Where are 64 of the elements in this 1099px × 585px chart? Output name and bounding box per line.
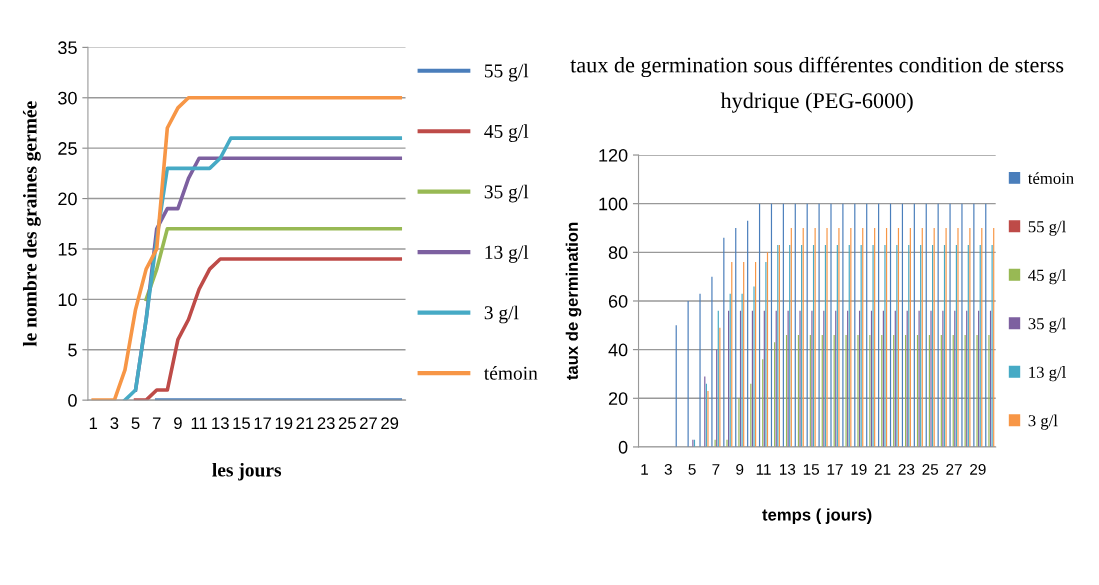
y-tick-label: 80 — [608, 246, 628, 260]
y-tick-label: 60 — [608, 294, 628, 308]
chart-title: taux de germination sous différentes condition de sterss hydrique (PEG-6000) — [570, 56, 1064, 113]
x-tick-label: 11 — [191, 417, 207, 429]
y-axis-title: taux de germination — [565, 222, 582, 380]
legend-label: 13 g/l — [1029, 366, 1066, 382]
legend-label: 35 g/l — [484, 184, 529, 203]
x-tick-label: 1 — [641, 464, 648, 475]
y-tick-label: 10 — [58, 293, 77, 307]
x-tick-label: 27 — [946, 464, 962, 475]
y-tick-label: 0 — [618, 440, 628, 454]
x-tick-label: 29 — [381, 417, 399, 430]
legend-label: 3 g/l — [1028, 414, 1058, 430]
x-tick-label: 15 — [803, 464, 820, 475]
x-tick-label: 25 — [338, 417, 356, 430]
x-axis-title: les jours — [212, 462, 282, 481]
y-tick-label: 40 — [608, 343, 628, 357]
x-tick-label: 7 — [712, 464, 720, 475]
line-series — [91, 95, 403, 401]
x-tick-label: 3 — [664, 464, 672, 475]
y-tick-label: 100 — [599, 197, 628, 211]
y-tick-label: 120 — [599, 148, 628, 162]
x-tick-label: 25 — [922, 464, 939, 475]
y-axis-title: le nombre des graines germée — [22, 101, 41, 347]
legend-label: témoin — [484, 366, 538, 380]
y-tick-label: 20 — [58, 192, 77, 206]
x-axis-title: temps ( jours) — [762, 508, 872, 524]
legend-label: 55 g/l — [1028, 220, 1066, 236]
legend-label: témoin — [1028, 172, 1074, 184]
x-tick-label: 21 — [874, 464, 891, 475]
x-tick-label: 27 — [360, 417, 377, 429]
legend-label: 3 g/l — [484, 305, 519, 324]
x-tick-label: 1 — [89, 417, 98, 429]
x-tick-label: 3 — [110, 417, 119, 430]
x-tick-label: 17 — [254, 417, 272, 429]
x-tick-label: 7 — [152, 417, 161, 429]
legend-label: 45 g/l — [484, 124, 529, 142]
legend-label: 45 g/l — [1028, 269, 1066, 285]
y-tick-label: 25 — [58, 142, 77, 155]
legend-label: 55 g/l — [484, 63, 529, 82]
legend-label: 13 g/l — [485, 245, 529, 263]
y-tick-label: 35 — [58, 41, 77, 55]
x-tick-label: 13 — [212, 417, 229, 430]
line-series — [133, 257, 403, 401]
x-tick-label: 9 — [174, 417, 182, 430]
x-tick-label: 9 — [736, 464, 744, 475]
x-tick-label: 23 — [317, 417, 335, 430]
x-tick-label: 5 — [131, 417, 140, 430]
legend-label: 35 g/l — [1028, 317, 1066, 333]
y-tick-label: 5 — [68, 343, 77, 357]
x-tick-label: 17 — [827, 464, 843, 475]
x-tick-label: 19 — [275, 417, 293, 430]
y-tick-label: 0 — [68, 394, 77, 407]
y-tick-label: 30 — [58, 91, 77, 105]
x-tick-label: 13 — [780, 464, 796, 475]
y-tick-label: 20 — [608, 392, 628, 406]
x-tick-label: 29 — [970, 464, 986, 475]
x-tick-label: 21 — [296, 417, 314, 429]
x-tick-label: 5 — [688, 464, 696, 475]
x-tick-label: 11 — [756, 464, 771, 475]
x-tick-label: 19 — [851, 464, 867, 475]
x-tick-label: 15 — [233, 417, 250, 430]
x-tick-label: 23 — [898, 464, 915, 475]
y-tick-label: 15 — [58, 243, 77, 256]
